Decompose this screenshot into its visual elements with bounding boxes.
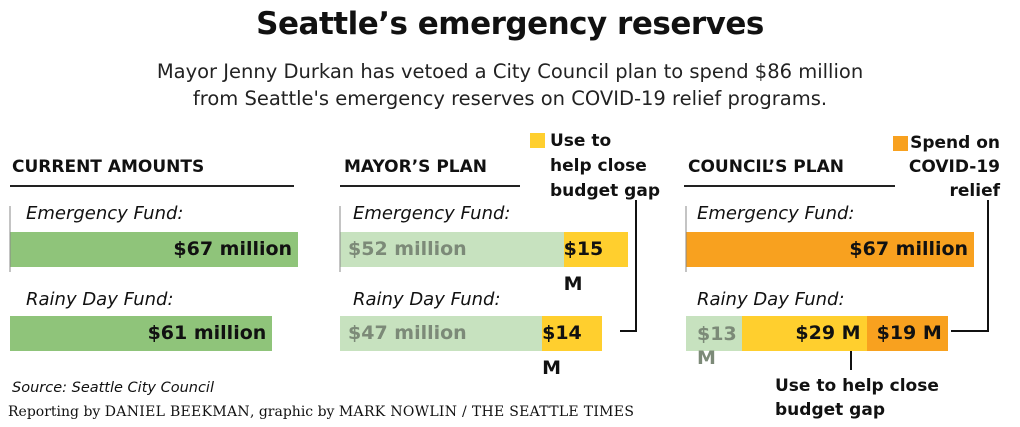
council-rainy-day-fund-label: Rainy Day Fund:	[697, 289, 845, 310]
covid-relief-legend-line-1: Spend on	[910, 133, 1000, 153]
mayors-plan-rule	[340, 185, 520, 187]
council-rainy-day-covid-value: $19 M	[876, 322, 942, 344]
credit-line: Reporting by DANIEL BEEKMAN, graphic by …	[8, 404, 634, 420]
budget-gap-legend-line-2: help close	[550, 156, 647, 176]
source-note: Source: Seattle City Council	[12, 380, 214, 396]
current-rainy-day-bar: $61 million	[10, 316, 273, 351]
current-amounts-heading: CURRENT AMOUNTS	[12, 157, 205, 177]
mayor-emergency-budget-gap-value: $15 M	[563, 238, 604, 295]
budget-gap-legend-swatch	[530, 133, 545, 148]
council-rainy-day-remaining-value: $13 M	[697, 323, 737, 369]
credit-prefix: Reporting by	[8, 404, 105, 420]
current-amounts-rule	[10, 185, 294, 187]
credit-middle: , graphic by	[249, 404, 339, 420]
council-rainy-day-covid-bar: $19 M	[866, 316, 949, 351]
council-rainy-day-budget-gap-value: $29 M	[795, 322, 861, 344]
councils-plan-rule	[684, 185, 895, 187]
council-rainy-day-budget-gap-bar: $29 M	[741, 316, 867, 351]
mayor-emergency-fund-label: Emergency Fund:	[353, 203, 511, 224]
bottom-budget-gap-label-line-2: budget gap	[775, 400, 885, 420]
current-rainy-day-value: $61 million	[147, 322, 267, 344]
current-emergency-value: $67 million	[173, 238, 293, 260]
council-rainy-day-remaining-bar	[686, 316, 742, 351]
council-emergency-covid-bar: $67 million	[686, 232, 975, 267]
mayor-rainy-day-budget-gap-value: $14 M	[542, 322, 582, 379]
credit-artist: MARK NOWLIN / THE SEATTLE TIMES	[338, 404, 635, 420]
mayor-rainy-day-remaining-bar: $47 million	[340, 316, 543, 351]
credit-reporter: DANIEL BEEKMAN	[104, 404, 250, 420]
chart-subtitle-line-2: from Seattle's emergency reserves on COV…	[192, 87, 828, 110]
mayor-rainy-day-remaining-value: $47 million	[348, 322, 467, 344]
covid-relief-legend-line-2: COVID-19	[908, 157, 1000, 177]
council-emergency-fund-label: Emergency Fund:	[697, 203, 855, 224]
budget-gap-legend-line-3: budget gap	[550, 181, 660, 201]
budget-gap-legend-line-1: Use to	[550, 131, 612, 151]
mayor-rainy-day-fund-label: Rainy Day Fund:	[353, 289, 501, 310]
covid-callout-leader-line	[951, 200, 989, 332]
covid-relief-legend-line-3: relief	[949, 181, 1001, 201]
chart-title: Seattle’s emergency reserves	[256, 6, 764, 42]
mayor-emergency-remaining-value: $52 million	[348, 238, 467, 260]
covid-relief-legend-swatch	[893, 136, 908, 151]
current-emergency-bar: $67 million	[10, 232, 299, 267]
chart-subtitle-line-1: Mayor Jenny Durkan has vetoed a City Cou…	[156, 60, 864, 83]
council-emergency-covid-value: $67 million	[849, 238, 969, 260]
current-emergency-fund-label: Emergency Fund:	[26, 203, 184, 224]
councils-plan-heading: COUNCIL’S PLAN	[688, 157, 844, 177]
mayors-plan-heading: MAYOR’S PLAN	[344, 157, 487, 177]
mayor-emergency-budget-gap-bar: $15 M	[563, 232, 629, 295]
bottom-budget-gap-label-line-1: Use to help close	[775, 376, 939, 396]
mayor-emergency-remaining-bar: $52 million	[340, 232, 564, 267]
current-rainy-day-fund-label: Rainy Day Fund:	[26, 289, 174, 310]
mayor-callout-leader-line	[620, 200, 637, 332]
mayor-rainy-day-budget-gap-bar: $14 M	[542, 316, 603, 379]
